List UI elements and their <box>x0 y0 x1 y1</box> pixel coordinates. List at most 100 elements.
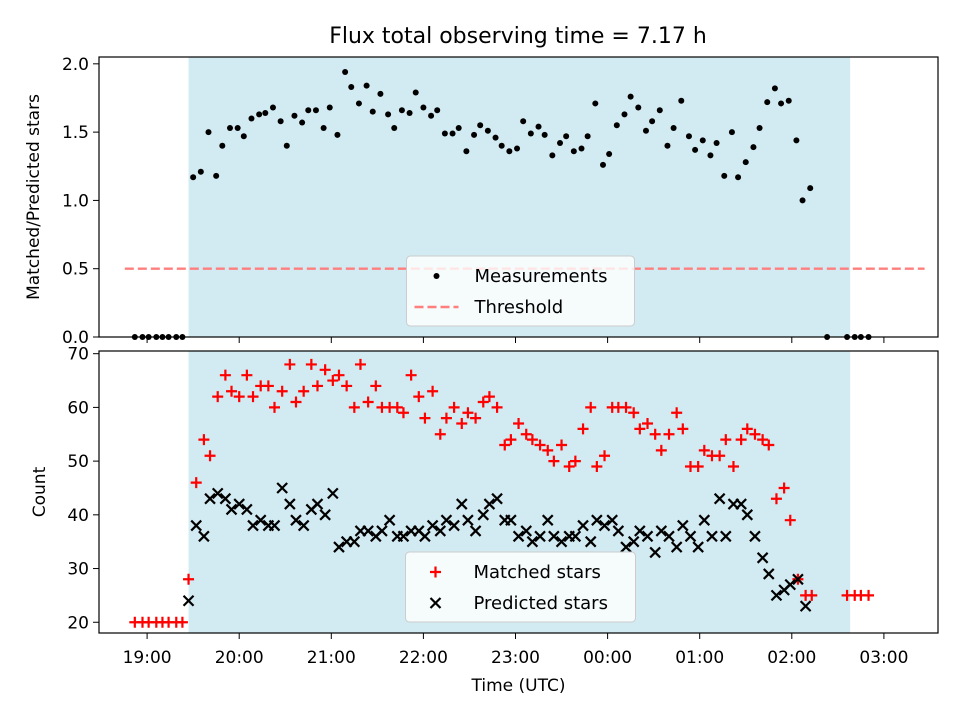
measurement-point <box>514 145 521 152</box>
axes-frame <box>98 56 939 338</box>
predicted-star-marker <box>606 514 618 526</box>
measurement-point <box>721 172 728 179</box>
measurement-point <box>771 85 778 92</box>
measurement-point <box>592 100 599 107</box>
measurement-point <box>355 100 362 107</box>
y-tick-label: 70 <box>67 345 89 365</box>
measurement-point <box>291 112 298 119</box>
x-tick-label: 23:00 <box>491 648 540 668</box>
measurement-point <box>563 133 570 140</box>
matched-star-marker <box>577 423 589 435</box>
predicted-star-marker <box>569 530 582 543</box>
matched-star-marker <box>190 477 202 489</box>
measurement-point <box>406 110 413 116</box>
predicted-star-marker <box>598 519 611 532</box>
matched-star-marker <box>370 380 382 392</box>
predicted-star-marker <box>219 492 232 505</box>
predicted-star-marker <box>735 498 747 510</box>
measurement-point <box>398 107 405 114</box>
measurement-point <box>256 111 263 118</box>
predicted-star-marker <box>749 530 761 543</box>
x-tick-label: 00:00 <box>583 648 632 668</box>
predicted-star-marker <box>455 498 468 510</box>
measurement-point <box>320 125 327 132</box>
matched-star-marker <box>628 407 640 419</box>
predicted-star-marker <box>713 492 726 505</box>
predicted-star-marker <box>512 530 525 543</box>
matched-star-marker <box>391 401 403 413</box>
predicted-star-marker <box>612 525 625 537</box>
count-panel: 20 30 40 50 60 70 19:00 20:00 21:00 22:00 23:00 00:… <box>30 345 939 696</box>
predicted-star-marker <box>555 535 568 548</box>
measurement-point <box>197 168 204 175</box>
predicted-star-marker <box>663 530 675 543</box>
matched-star-marker <box>448 401 460 413</box>
predicted-star-marker <box>591 514 603 526</box>
y-tick-label: 60 <box>67 398 89 418</box>
measurement-point <box>635 104 642 111</box>
measurement-point <box>750 144 757 151</box>
matched-star-marker <box>806 589 818 601</box>
predicted-star-marker <box>419 530 431 543</box>
measurement-point <box>728 129 735 136</box>
matched-star-marker <box>585 401 597 413</box>
matched-star-marker <box>311 380 323 392</box>
matched-star-marker <box>727 460 739 472</box>
predicted-star-marker <box>762 568 775 580</box>
measurement-point <box>656 107 663 114</box>
predicted-star-marker <box>348 535 361 548</box>
measurement-point <box>434 107 441 114</box>
measurement-point <box>190 174 197 181</box>
measurement-point <box>369 108 376 115</box>
matched-star-marker <box>563 460 575 472</box>
matched-star-marker <box>290 396 302 408</box>
measurement-point <box>570 148 577 155</box>
matched-star-marker <box>526 434 538 446</box>
predicted-star-marker <box>426 519 439 532</box>
measurement-point <box>248 115 255 122</box>
predicted-star-marker <box>692 541 704 553</box>
measurement-point <box>262 110 269 116</box>
measurement-point <box>348 84 355 91</box>
measurement-point <box>326 104 333 111</box>
matched-star-marker <box>714 450 726 462</box>
measurement-point <box>492 134 499 141</box>
predicted-star-marker <box>677 519 689 532</box>
matched-star-marker <box>692 460 704 472</box>
measurement-point <box>269 104 276 111</box>
matched-star-marker <box>198 434 210 446</box>
measurement-point <box>498 142 505 149</box>
x-tick-label: 19:00 <box>123 648 172 668</box>
measurement-point <box>584 133 591 140</box>
legend-marker-predicted <box>429 597 442 609</box>
y-tick-label: 30 <box>67 560 89 580</box>
matched-star-marker <box>491 401 503 413</box>
matched-star-marker <box>757 434 769 446</box>
predicted-star-marker <box>684 530 697 543</box>
predicted-star-marker <box>225 503 238 516</box>
matched-star-marker <box>477 396 489 408</box>
x-tick-label: 03:00 <box>859 648 908 668</box>
measurement-point <box>283 142 290 149</box>
predicted-star-marker <box>333 541 345 553</box>
measurement-point <box>363 82 370 89</box>
legend-label: Predicted stars <box>474 593 608 614</box>
predicted-star-marker <box>268 519 281 532</box>
matched-star-marker <box>276 385 288 397</box>
matched-star-marker <box>778 482 790 494</box>
predicted-star-marker <box>634 525 646 537</box>
axes-frame <box>98 350 939 634</box>
matched-star-marker <box>456 418 468 430</box>
measurement-point <box>342 69 349 76</box>
legend-label: Measurements <box>475 266 608 287</box>
measurement-point <box>807 185 814 192</box>
matched-star-marker <box>720 434 732 446</box>
measurement-point <box>785 97 792 104</box>
matched-star-marker <box>698 444 710 456</box>
predicted-star-marker <box>720 530 732 543</box>
x-tick-label: 02:00 <box>767 648 816 668</box>
predicted-star-marker <box>254 514 267 526</box>
measurement-point <box>412 89 419 96</box>
measurement-point <box>793 137 800 144</box>
matched-star-marker <box>262 380 274 392</box>
